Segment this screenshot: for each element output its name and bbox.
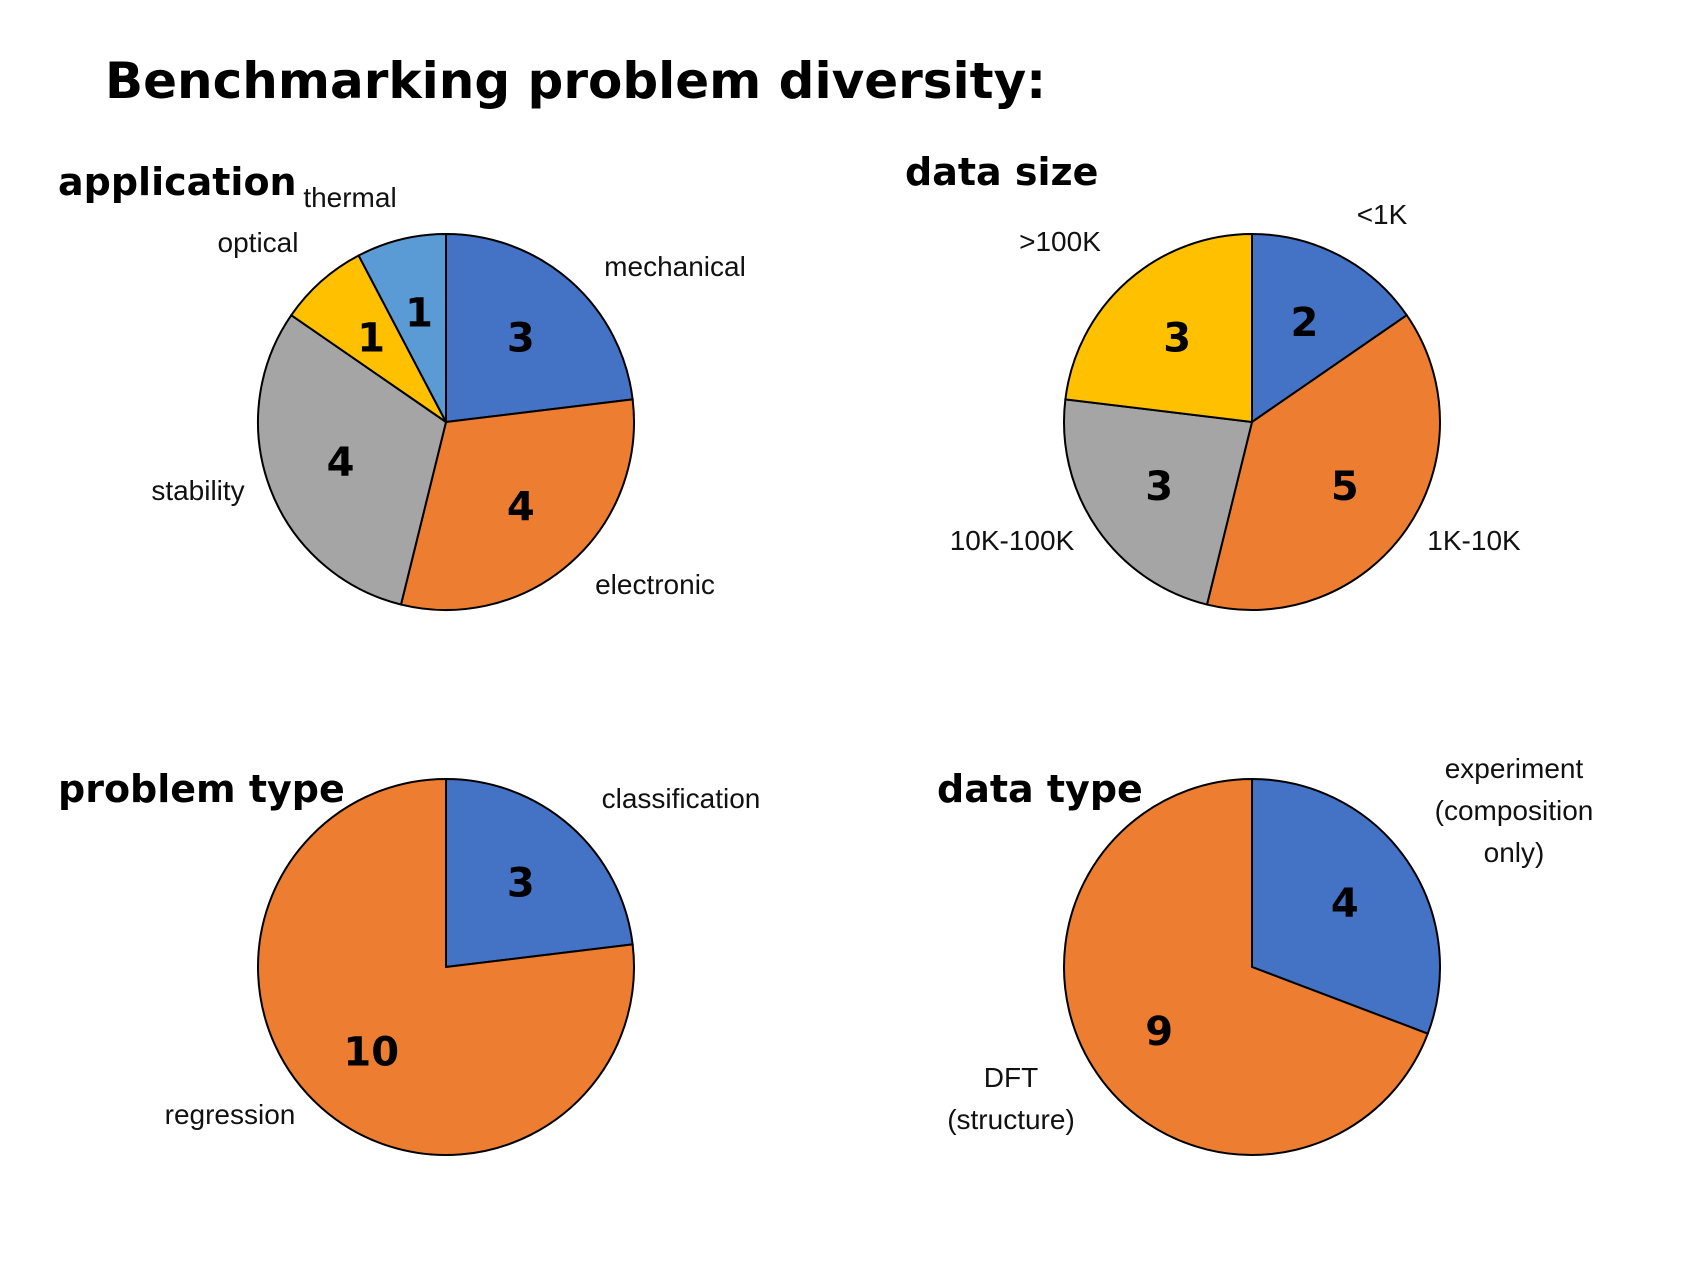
slice-value-experiment-composition-only: 4 xyxy=(1331,881,1359,927)
slice-value-mechanical: 3 xyxy=(507,316,535,362)
slice-label-100k: >100K xyxy=(1019,226,1101,257)
pie-chart-data-type: data type 4 experiment (composition only) 9 D… xyxy=(937,753,1594,1156)
slice-value-thermal: 1 xyxy=(405,290,433,336)
pie-slice-dft-structure xyxy=(1062,777,1430,1156)
pie-slice-10k-100k xyxy=(1062,398,1254,606)
slice-value-electronic: 4 xyxy=(507,484,535,530)
pie-chart-data-size: data size 2 <1K 5 1K-10K 3 10K-100K 3 >100K xyxy=(905,150,1521,611)
chart-title-data-size: data size xyxy=(905,150,1098,194)
chart-title-data-type: data type xyxy=(937,767,1143,811)
slice-label-dft-structure: DFT (structure) xyxy=(947,1062,1075,1135)
slice-value-10k-100k: 3 xyxy=(1145,464,1173,510)
pie-slice-100k xyxy=(1064,232,1253,424)
slice-value-dft-structure: 9 xyxy=(1145,1009,1173,1055)
slice-value-1k-10k: 5 xyxy=(1331,464,1359,510)
slice-value-100k: 3 xyxy=(1163,316,1191,362)
pie-slice-regression xyxy=(257,777,635,1156)
pie-chart-problem-type: problem type 3 classification 10 regression xyxy=(58,767,761,1156)
pie-slice-thermal xyxy=(357,232,447,423)
slice-label-stability: stability xyxy=(151,475,244,506)
slice-value-stability: 4 xyxy=(327,440,355,486)
slice-label-1k: <1K xyxy=(1357,199,1408,230)
pie-slice-electronic xyxy=(399,398,635,611)
slice-label-electronic: electronic xyxy=(595,569,715,600)
slice-label-10k-100k: 10K-100K xyxy=(950,525,1075,556)
slice-label-classification: classification xyxy=(602,783,761,814)
page-title: Benchmarking problem diversity: xyxy=(105,52,1046,110)
slice-label-experiment-composition-only: experiment (composition only) xyxy=(1435,753,1594,868)
pie-chart-application: application 3 mechanical 4 electronic 4 stabi… xyxy=(58,160,746,611)
slice-value-classification: 3 xyxy=(507,861,535,907)
chart-title-application: application xyxy=(58,160,297,204)
slice-value-1k: 2 xyxy=(1290,300,1318,346)
pie-slice-experiment-composition-only xyxy=(1251,777,1441,1035)
pie-slice-stability xyxy=(257,313,448,606)
slice-label-mechanical: mechanical xyxy=(604,251,746,282)
slice-value-regression: 10 xyxy=(343,1029,399,1075)
slice-label-1k-10k: 1K-10K xyxy=(1427,525,1521,556)
pie-slice-mechanical xyxy=(445,232,634,424)
pie-slice-1k xyxy=(1251,232,1409,424)
slice-label-regression: regression xyxy=(165,1099,296,1130)
chart-title-problem-type: problem type xyxy=(58,767,345,811)
slice-value-optical: 1 xyxy=(357,316,385,362)
slice-label-thermal: thermal xyxy=(303,182,396,213)
pie-slice-1k-10k xyxy=(1205,313,1441,611)
slice-label-optical: optical xyxy=(218,227,299,258)
pie-slice-classification xyxy=(445,777,634,969)
